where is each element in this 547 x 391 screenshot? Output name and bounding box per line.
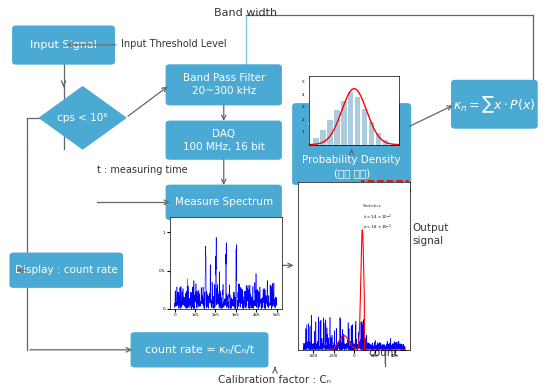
Text: 3: 3 xyxy=(302,105,305,109)
Text: probability ft -: probability ft - xyxy=(316,135,388,145)
Text: Y axis: normalized: Y axis: normalized xyxy=(307,122,396,133)
FancyBboxPatch shape xyxy=(166,64,282,106)
Bar xyxy=(348,92,353,145)
FancyBboxPatch shape xyxy=(166,185,282,220)
Text: Display : count rate: Display : count rate xyxy=(15,265,118,275)
Bar xyxy=(362,109,368,145)
Text: count rate = κₙ/Cₙ/t: count rate = κₙ/Cₙ/t xyxy=(145,345,254,355)
FancyBboxPatch shape xyxy=(9,253,123,288)
FancyBboxPatch shape xyxy=(131,332,269,368)
Bar xyxy=(320,130,325,145)
Bar xyxy=(383,140,388,145)
Text: 5: 5 xyxy=(302,81,305,84)
Text: $\sigma=1.8\times10^{-2}$: $\sigma=1.8\times10^{-2}$ xyxy=(363,222,392,232)
Text: X axis: current -: X axis: current - xyxy=(311,110,392,120)
Text: Calibration factor : Cₙ: Calibration factor : Cₙ xyxy=(218,375,331,385)
Bar xyxy=(369,122,374,145)
Text: 1: 1 xyxy=(302,130,305,134)
Text: count: count xyxy=(368,348,397,358)
FancyBboxPatch shape xyxy=(12,25,115,65)
Text: cps < 10⁶: cps < 10⁶ xyxy=(57,113,108,123)
Text: DAQ
100 MHz, 16 bit: DAQ 100 MHz, 16 bit xyxy=(183,129,265,152)
Text: x: x xyxy=(377,110,383,120)
FancyBboxPatch shape xyxy=(451,80,538,129)
Bar xyxy=(313,138,319,145)
Text: Probability Density
(붉은 점선): Probability Density (붉은 점선) xyxy=(302,155,401,178)
Text: Input Threshold Level: Input Threshold Level xyxy=(121,39,227,49)
Polygon shape xyxy=(39,87,126,149)
Text: Output
signal: Output signal xyxy=(412,223,449,246)
Text: t : measuring time: t : measuring time xyxy=(97,165,188,175)
FancyBboxPatch shape xyxy=(166,120,282,160)
Text: $\bar{x}=1.4\times10^{-2}$: $\bar{x}=1.4\times10^{-2}$ xyxy=(363,212,392,222)
FancyBboxPatch shape xyxy=(292,148,411,185)
Text: Statistics: Statistics xyxy=(363,204,382,208)
Text: Band Pass Filter
20~300 kHz: Band Pass Filter 20~300 kHz xyxy=(183,73,265,97)
Bar xyxy=(334,110,340,145)
FancyBboxPatch shape xyxy=(292,103,411,152)
Text: Band width: Band width xyxy=(214,8,277,18)
Bar xyxy=(355,97,360,145)
Text: Measure Spectrum: Measure Spectrum xyxy=(174,197,273,207)
Bar xyxy=(376,133,381,145)
Text: Input Signal: Input Signal xyxy=(30,40,97,50)
Bar xyxy=(341,101,347,145)
Text: $\kappa_n = \sum x \cdot P(x)$: $\kappa_n = \sum x \cdot P(x)$ xyxy=(453,94,536,115)
Text: 2: 2 xyxy=(302,118,305,122)
Text: 4: 4 xyxy=(302,93,305,97)
Text: P(x): P(x) xyxy=(365,135,384,145)
Bar xyxy=(327,120,333,145)
